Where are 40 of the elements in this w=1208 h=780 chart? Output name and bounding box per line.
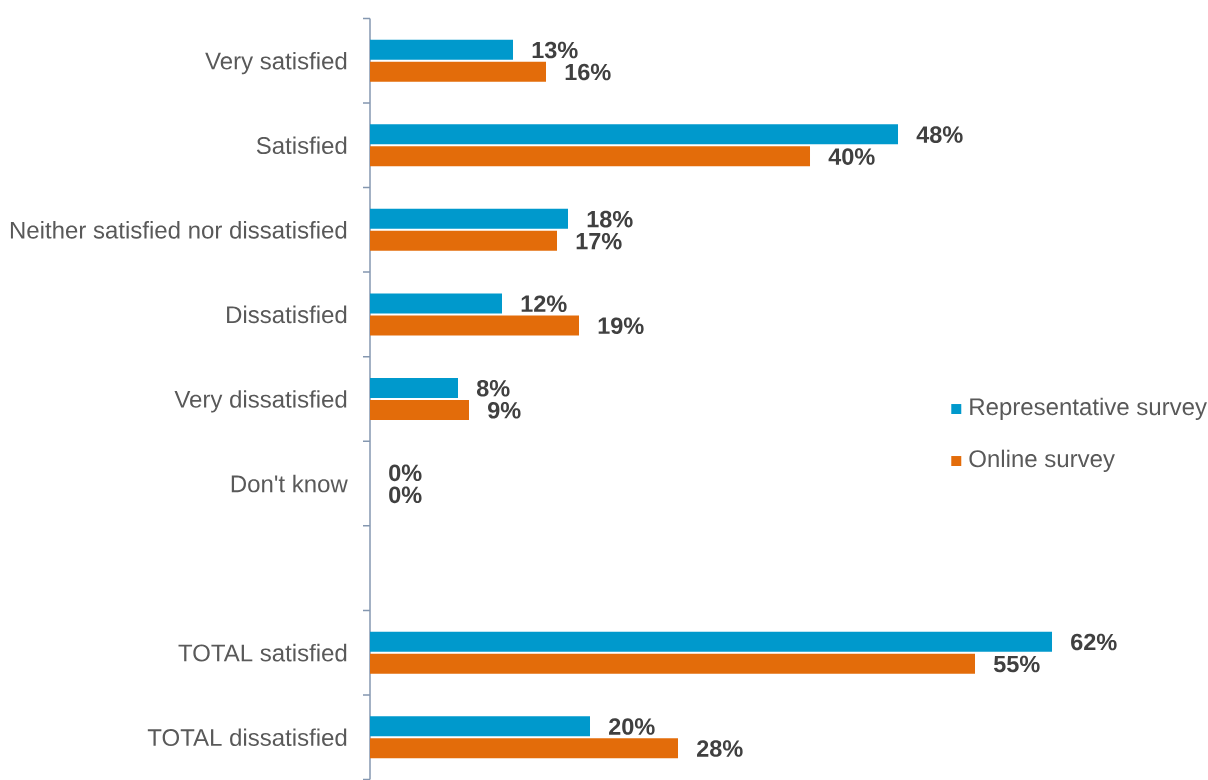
bar <box>370 315 579 336</box>
data-label: 19% <box>598 317 644 335</box>
bar <box>370 124 899 145</box>
bar <box>370 39 513 60</box>
y-tick-label: TOTAL dissatisfied <box>147 728 347 747</box>
y-tick-label: Very dissatisfied <box>174 390 347 413</box>
data-label: 20% <box>609 718 655 735</box>
bar <box>370 738 678 759</box>
legend-label: Representative survey <box>970 397 1207 421</box>
legend-label: Online survey <box>969 449 1115 473</box>
data-label: 28% <box>697 740 743 757</box>
data-label: 12% <box>521 295 567 312</box>
bar <box>370 230 557 251</box>
bar <box>370 631 1053 652</box>
data-label: 48% <box>916 126 963 143</box>
data-label: 8% <box>476 379 510 397</box>
bar <box>370 653 976 674</box>
bar <box>370 716 590 737</box>
data-label: 62% <box>1071 633 1117 651</box>
bar <box>370 293 502 314</box>
data-label: 40% <box>828 148 875 165</box>
bar <box>370 146 811 167</box>
y-tick-label: TOTAL satisfied <box>178 643 347 662</box>
bar <box>370 399 469 420</box>
y-tick-label: Don't know <box>231 474 348 493</box>
data-label: 9% <box>488 401 521 419</box>
data-label: 16% <box>565 63 611 81</box>
bar <box>370 377 458 398</box>
data-label: 17% <box>576 232 622 250</box>
data-label: 18% <box>587 210 633 228</box>
data-label: 55% <box>993 655 1040 673</box>
data-label: 13% <box>532 41 578 59</box>
y-tick-label: Very satisfied <box>205 51 347 75</box>
y-tick-label: Dissatisfied <box>227 305 347 324</box>
data-label: 0% <box>389 464 422 482</box>
y-tick-label: Satisfied <box>256 136 347 155</box>
bar <box>370 208 568 229</box>
bar <box>370 61 546 82</box>
y-tick-label: Neither satisfied nor dissatisfied <box>10 221 347 239</box>
data-label: 0% <box>389 486 422 504</box>
